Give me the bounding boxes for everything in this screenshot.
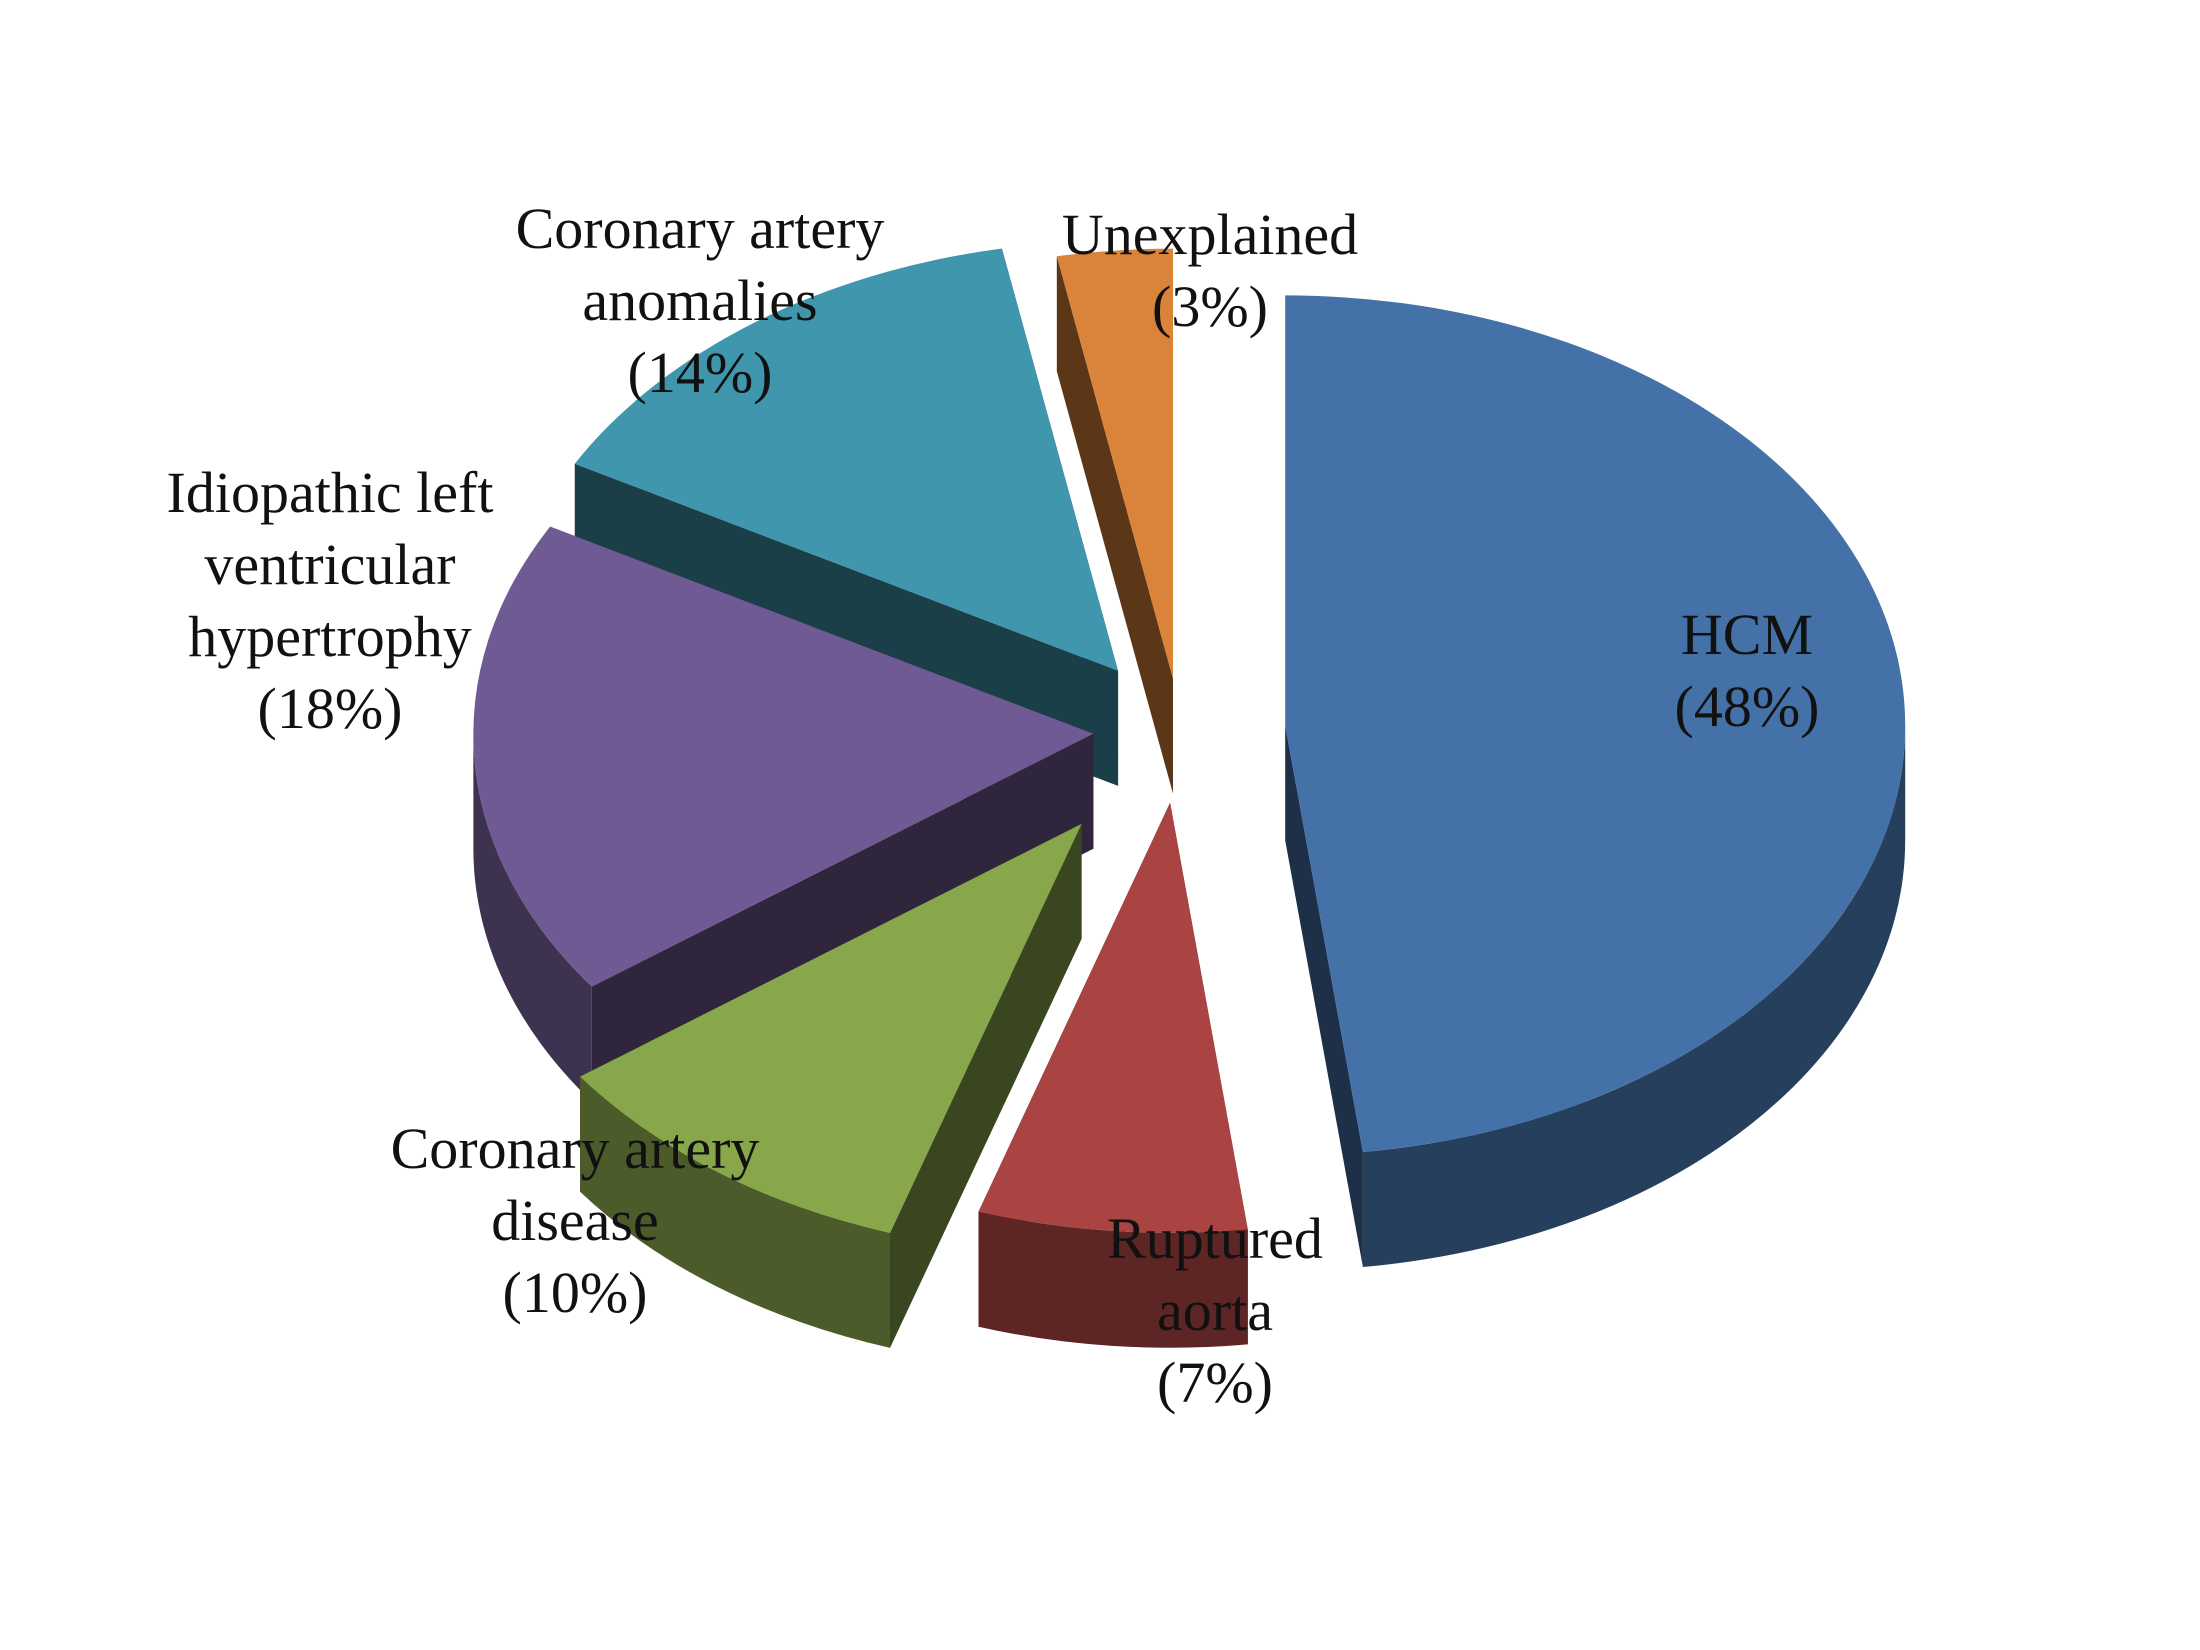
slice-label-line: Unexplained: [1062, 202, 1358, 267]
slice-label-line: aorta: [1157, 1278, 1273, 1343]
slice-label-coronary-artery-disease: Coronary artery disease (10%): [391, 1116, 760, 1325]
slice-label-line: (18%): [258, 676, 403, 741]
slice-label-line: Coronary artery: [391, 1116, 760, 1181]
pie-slices: [473, 248, 1906, 1348]
slice-label-line: Ruptured: [1107, 1206, 1323, 1271]
slice-label-line: (3%): [1152, 274, 1268, 339]
slice-label-line: HCM: [1681, 602, 1813, 667]
pie-slice-ruptured-aorta: [978, 802, 1248, 1348]
slice-label-idiopathic-left-ventricular-hypertrophy: Idiopathic left ventricular hypertrophy (18…: [167, 460, 494, 741]
pie-slice-top: [1285, 295, 1906, 1153]
pie-slice-hcm: [1285, 295, 1906, 1268]
slice-label-line: (7%): [1157, 1350, 1273, 1415]
pie-slice-top: [574, 248, 1119, 671]
pie-slice-unexplained: [1056, 248, 1173, 794]
slice-label-line: Idiopathic left: [167, 460, 494, 525]
slice-labels: HCM (48%) Ruptured aorta (7%) Coronary artery…: [167, 196, 1820, 1415]
pie-slice-top: [473, 526, 1094, 987]
pie-slice-rim: [473, 733, 592, 1102]
pie-slice-rim: [978, 1211, 1248, 1348]
pie-slice-top: [1056, 248, 1173, 679]
slice-label-hcm: HCM (48%): [1675, 602, 1820, 739]
slice-label-line: anomalies: [582, 268, 817, 333]
pie-slice-side-end: [1285, 725, 1363, 1268]
slice-label-line: (10%): [503, 1260, 648, 1325]
pie-slice-rim: [580, 1076, 891, 1348]
slice-label-line: disease: [491, 1188, 659, 1253]
pie-slice-top: [978, 802, 1248, 1233]
slice-label-coronary-artery-anomalies: Coronary artery anomalies (14%): [516, 196, 885, 405]
slice-label-ruptured-aorta: Ruptured aorta (7%): [1107, 1206, 1323, 1415]
pie-slice-coronary-artery-disease: [580, 823, 1082, 1348]
slice-label-line: hypertrophy: [188, 604, 472, 669]
pie-slice-rim: [1362, 725, 1906, 1268]
pie-slice-side-start: [1056, 256, 1173, 794]
pie-slice-top: [580, 823, 1082, 1233]
slice-label-unexplained: Unexplained (3%): [1062, 202, 1358, 339]
slice-label-line: ventricular: [204, 532, 455, 597]
slice-label-line: (48%): [1675, 674, 1820, 739]
slice-label-line: Coronary artery: [516, 196, 885, 261]
slice-label-line: (14%): [628, 340, 773, 405]
